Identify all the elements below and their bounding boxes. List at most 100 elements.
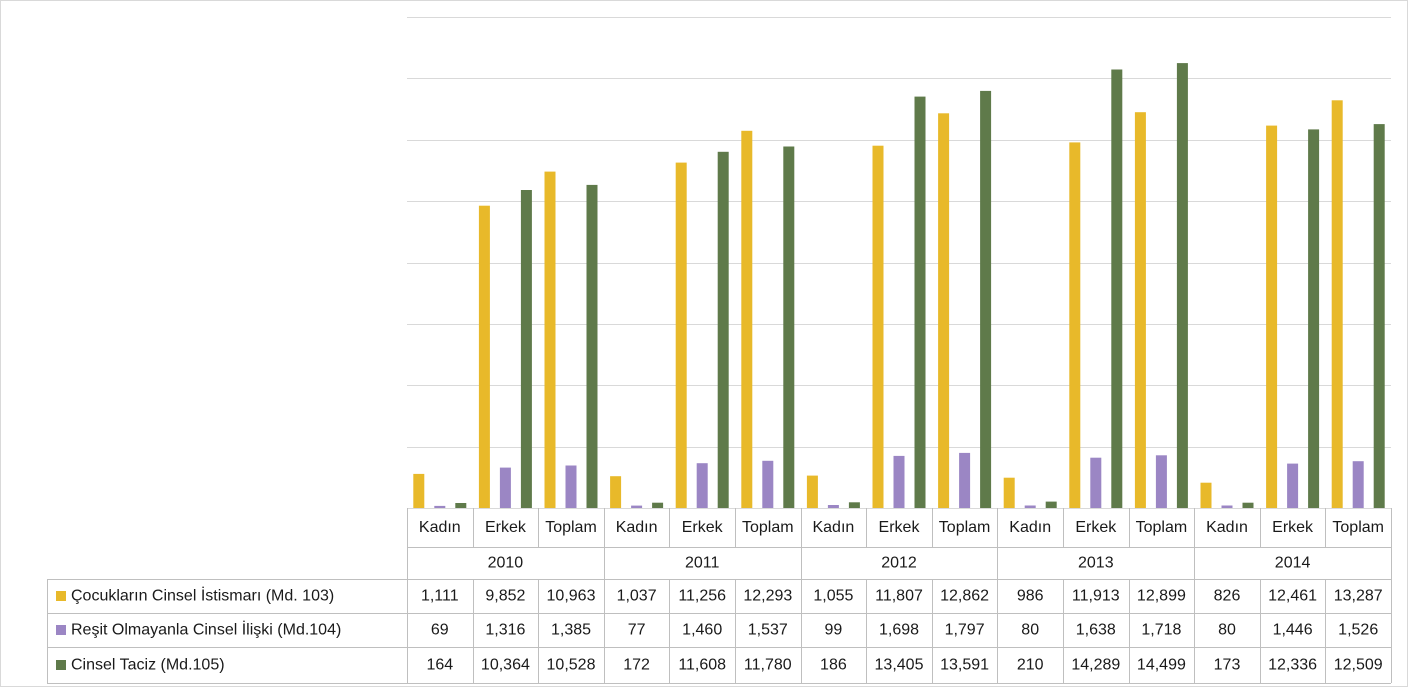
bar-2011-erkek-series-3 bbox=[717, 151, 729, 509]
x-tick-label: Toplam bbox=[1136, 519, 1188, 536]
data-label: 80 bbox=[1021, 622, 1039, 639]
data-label: 10,364 bbox=[481, 657, 530, 674]
data-label: 12,293 bbox=[743, 588, 792, 605]
bar-2012-kadın-series-2 bbox=[827, 505, 839, 508]
group-label: 2012 bbox=[881, 555, 917, 572]
data-label: 13,287 bbox=[1334, 588, 1383, 605]
bar-2012-toplam-series-3 bbox=[980, 90, 992, 509]
bar-2014-kadın-series-2 bbox=[1221, 505, 1233, 508]
bar-2014-kadın-series-1 bbox=[1200, 482, 1212, 508]
legend-label: Cinsel Taciz (Md.105) bbox=[71, 657, 225, 674]
data-label: 1,797 bbox=[945, 622, 985, 639]
data-label: 172 bbox=[623, 657, 650, 674]
bar-2010-kadın-series-2 bbox=[434, 505, 446, 508]
bar-2013-kadın-series-1 bbox=[1003, 477, 1015, 508]
legend-swatch bbox=[56, 660, 66, 670]
data-label: 80 bbox=[1218, 622, 1236, 639]
data-label: 186 bbox=[820, 657, 847, 674]
legend-swatch bbox=[56, 625, 66, 635]
data-label: 173 bbox=[1214, 657, 1241, 674]
data-table: Kadın Erkek Toplam Kadın Erkek Toplam Kadın Erk… bbox=[47, 508, 1392, 684]
bar-2010-toplam-series-2 bbox=[565, 465, 577, 508]
bar-2013-erkek-series-3 bbox=[1111, 69, 1123, 508]
data-label: 1,537 bbox=[748, 622, 788, 639]
data-label: 986 bbox=[1017, 588, 1044, 605]
data-label: 99 bbox=[825, 622, 843, 639]
bar-2011-kadın-series-3 bbox=[652, 502, 664, 508]
data-label: 1,385 bbox=[551, 622, 591, 639]
bar-2012-erkek-series-2 bbox=[893, 455, 905, 508]
data-label: 12,509 bbox=[1334, 657, 1383, 674]
legend-label: Reşit Olmayanla Cinsel İlişki (Md.104) bbox=[71, 620, 341, 639]
bar-2011-toplam-series-3 bbox=[783, 146, 795, 508]
bar-2010-erkek-series-3 bbox=[520, 190, 532, 508]
x-tick-label: Erkek bbox=[879, 519, 921, 536]
data-label: 12,336 bbox=[1268, 657, 1317, 674]
group-label: 2011 bbox=[685, 555, 720, 572]
data-label: 11,780 bbox=[744, 657, 792, 674]
bar-2013-toplam-series-1 bbox=[1134, 112, 1146, 508]
bar-2011-erkek-series-1 bbox=[675, 162, 687, 508]
x-tick-label: Toplam bbox=[742, 519, 794, 536]
bars bbox=[413, 63, 1385, 509]
bar-2013-toplam-series-3 bbox=[1176, 63, 1188, 508]
group-label: 2014 bbox=[1275, 555, 1311, 572]
bar-2014-kadın-series-3 bbox=[1242, 502, 1254, 508]
data-label: 1,316 bbox=[485, 622, 525, 639]
bar-2014-erkek-series-1 bbox=[1266, 125, 1278, 508]
bar-2012-kadın-series-1 bbox=[806, 475, 818, 508]
data-label: 10,963 bbox=[547, 588, 596, 605]
bar-2011-erkek-series-2 bbox=[696, 463, 708, 508]
x-tick-label: Erkek bbox=[1075, 519, 1117, 536]
data-label: 14,289 bbox=[1071, 657, 1120, 674]
data-label: 1,718 bbox=[1141, 622, 1181, 639]
bar-2013-kadın-series-2 bbox=[1024, 505, 1036, 508]
data-label: 1,446 bbox=[1273, 622, 1313, 639]
bar-2011-kadın-series-2 bbox=[631, 505, 643, 508]
x-tick-label: Toplam bbox=[545, 519, 597, 536]
bar-2012-kadın-series-3 bbox=[848, 502, 860, 508]
data-label: 69 bbox=[431, 622, 449, 639]
group-label: 2013 bbox=[1078, 555, 1114, 572]
data-label: 14,499 bbox=[1137, 657, 1186, 674]
bar-2014-erkek-series-2 bbox=[1287, 463, 1299, 508]
bar-2014-toplam-series-1 bbox=[1331, 100, 1343, 509]
bar-2012-erkek-series-1 bbox=[872, 145, 884, 508]
data-label: 12,461 bbox=[1268, 588, 1317, 605]
x-tick-label: Toplam bbox=[939, 519, 991, 536]
x-tick-label: Kadın bbox=[1009, 519, 1051, 536]
bar-2013-toplam-series-2 bbox=[1155, 455, 1167, 508]
data-label: 12,899 bbox=[1137, 588, 1186, 605]
bar-2014-toplam-series-2 bbox=[1352, 461, 1364, 508]
data-label: 1,460 bbox=[682, 622, 722, 639]
x-tick-label: Kadın bbox=[812, 519, 854, 536]
data-label: 1,638 bbox=[1076, 622, 1116, 639]
data-label: 826 bbox=[1214, 588, 1241, 605]
bar-2010-erkek-series-1 bbox=[478, 205, 490, 508]
data-label: 11,608 bbox=[678, 657, 726, 674]
legend-label: Çocukların Cinsel İstismarı (Md. 103) bbox=[71, 586, 334, 605]
bar-2013-kadın-series-3 bbox=[1045, 501, 1057, 508]
bar-2014-erkek-series-3 bbox=[1308, 129, 1320, 508]
bar-2011-toplam-series-1 bbox=[741, 130, 753, 509]
data-label: 9,852 bbox=[485, 588, 525, 605]
gridlines bbox=[407, 17, 1391, 509]
data-label: 1,111 bbox=[421, 588, 459, 605]
bar-2014-toplam-series-3 bbox=[1373, 124, 1385, 508]
data-label: 13,591 bbox=[940, 657, 989, 674]
data-label: 11,256 bbox=[678, 588, 726, 605]
x-tick-label: Kadın bbox=[616, 519, 658, 536]
data-label: 1,055 bbox=[813, 588, 853, 605]
bar-2012-erkek-series-3 bbox=[914, 96, 926, 508]
x-tick-label: Erkek bbox=[485, 519, 527, 536]
x-tick-label: Kadın bbox=[419, 519, 461, 536]
data-label: 11,807 bbox=[875, 588, 923, 605]
bar-2010-toplam-series-3 bbox=[586, 184, 598, 508]
x-tick-label: Erkek bbox=[1272, 519, 1314, 536]
x-tick-label: Kadın bbox=[1206, 519, 1248, 536]
data-label: 10,528 bbox=[547, 657, 596, 674]
bar-2010-kadın-series-1 bbox=[413, 473, 425, 508]
bar-2010-kadın-series-3 bbox=[455, 503, 467, 508]
data-label: 13,405 bbox=[875, 657, 924, 674]
bar-2010-toplam-series-1 bbox=[544, 171, 556, 508]
